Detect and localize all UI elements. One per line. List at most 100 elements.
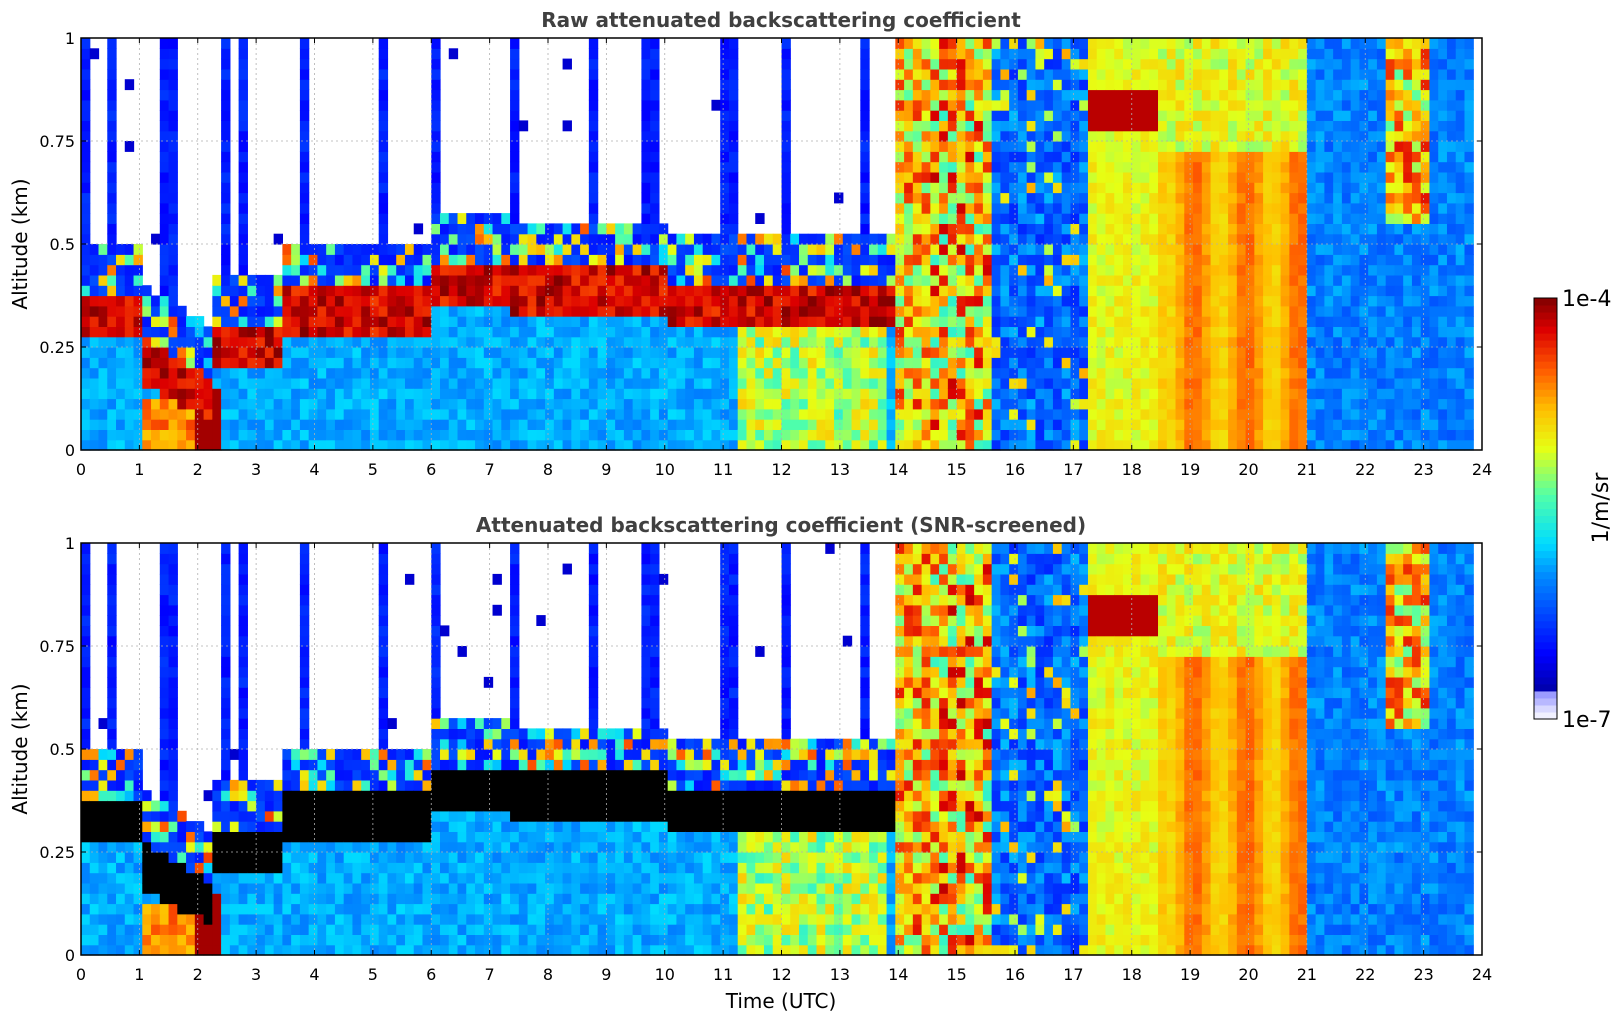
- p0-heatmap-cell: [991, 357, 1002, 369]
- p0-heatmap-cell: [580, 254, 590, 266]
- p0-heatmap-cell: [1070, 120, 1080, 132]
- p0-heatmap-cell: [1236, 419, 1247, 430]
- p0-heatmap-cell: [921, 429, 931, 441]
- p0-heatmap-cell: [965, 429, 975, 441]
- p0-heatmap-cell: [1236, 151, 1247, 163]
- p0-heatmap-cell: [1245, 367, 1255, 379]
- p0-heatmap-cell: [107, 305, 117, 317]
- p0-heatmap-cell: [606, 233, 616, 245]
- p0-heatmap-cell: [982, 264, 993, 276]
- p0-heatmap-cell: [1070, 264, 1080, 276]
- p0-heatmap-cell: [238, 357, 248, 369]
- p0-heatmap-cell: [510, 130, 520, 142]
- p0-heatmap-cell: [194, 326, 205, 338]
- p0-heatmap-cell: [991, 171, 1002, 183]
- p0-heatmap-cell: [1079, 171, 1089, 183]
- p0-heatmap-cell: [1061, 58, 1072, 70]
- p0-heatmap-cell: [1175, 48, 1185, 60]
- p0-heatmap-cell: [186, 398, 196, 410]
- p0-heatmap-cell: [1114, 336, 1124, 348]
- p0-heatmap-cell: [1044, 326, 1054, 338]
- p0-heatmap-cell: [545, 419, 555, 430]
- p0-heatmap-cell: [895, 408, 905, 420]
- p0-heatmap-cell: [834, 316, 844, 327]
- p0-heatmap-cell: [947, 388, 958, 400]
- p0-heatmap-cell: [299, 182, 310, 194]
- p0-heatmap-cell: [396, 347, 406, 358]
- p0-heatmap-cell: [965, 244, 975, 255]
- p0-heatmap-cell: [1017, 110, 1028, 121]
- p0-heatmap-cell: [912, 408, 923, 420]
- p0-heatmap-cell: [308, 295, 319, 307]
- p0-heatmap-cell: [974, 233, 984, 245]
- p0-heatmap-cell: [825, 408, 835, 420]
- p0-heatmap-cell: [536, 408, 546, 420]
- p0-heatmap-cell: [685, 377, 695, 389]
- p0-heatmap-cell: [1201, 388, 1212, 400]
- p0-heatmap-cell: [991, 254, 1002, 266]
- p0-heatmap-cell: [1035, 419, 1045, 430]
- p0-heatmap-cell: [124, 388, 135, 400]
- p0-heatmap-cell: [904, 274, 914, 286]
- p0-heatmap-cell: [588, 347, 599, 358]
- p0-heatmap-cell: [1201, 347, 1212, 358]
- p0-heatmap-cell: [1000, 223, 1010, 235]
- p0-heatmap-cell: [667, 233, 678, 245]
- p0-heatmap-cell: [930, 233, 940, 245]
- p0-heatmap-cell: [510, 295, 520, 307]
- p0-heatmap-cell: [448, 305, 459, 317]
- p0-heatmap-cell: [1035, 223, 1045, 235]
- p0-heatmap-cell: [895, 285, 905, 297]
- p0-heatmap-cell: [1368, 58, 1378, 70]
- p0-heatmap-cell: [501, 388, 511, 400]
- p0-heatmap-cell: [1052, 171, 1063, 183]
- p0-heatmap-cell: [1140, 89, 1150, 101]
- p0-heatmap-cell: [1394, 419, 1404, 430]
- p0-heatmap-cell: [1210, 274, 1220, 286]
- p0-heatmap-cell: [518, 305, 529, 317]
- p0-heatmap-cell: [956, 182, 966, 194]
- p0-heatmap-cell: [1158, 182, 1168, 194]
- p0-heatmap-cell: [1254, 388, 1264, 400]
- p0-heatmap-cell: [264, 347, 275, 358]
- p0-heatmap-cell: [1166, 274, 1177, 286]
- p0-heatmap-cell: [1298, 79, 1308, 91]
- p0-heatmap-cell: [1052, 130, 1063, 142]
- p0-heatmap-cell: [816, 388, 826, 400]
- p0-heatmap-cell: [650, 192, 660, 204]
- p0-heatmap-cell: [1114, 192, 1124, 204]
- p0-heatmap-cell: [737, 295, 748, 307]
- p0-heatmap-cell: [256, 377, 266, 389]
- p0-heatmap-cell: [597, 233, 607, 245]
- p0-heatmap-cell: [1341, 48, 1352, 60]
- p0-heatmap-cell: [1464, 316, 1474, 327]
- p0-heatmap-cell: [457, 367, 467, 379]
- p0-heatmap-cell: [1324, 233, 1334, 245]
- p0-heatmap-cell: [1446, 213, 1457, 224]
- p0-heatmap-cell: [904, 419, 914, 430]
- p0-heatmap-cell: [834, 429, 844, 441]
- p0-heatmap-cell: [930, 244, 940, 255]
- p0-heatmap-cell: [1420, 213, 1431, 224]
- p0-heatmap-cell: [404, 377, 415, 389]
- p0-heatmap-cell: [1324, 429, 1334, 441]
- p0-heatmap-cell: [912, 336, 923, 348]
- p0-heatmap-cell: [448, 357, 459, 369]
- p0-heatmap-cell: [1333, 264, 1343, 276]
- p0-heatmap-cell: [361, 295, 371, 307]
- p0-heatmap-cell: [1464, 367, 1474, 379]
- p0-heatmap-cell: [1306, 110, 1317, 121]
- p0-heatmap-cell: [536, 264, 546, 276]
- p0-heatmap-cell: [1341, 347, 1352, 358]
- p0-heatmap-cell: [895, 419, 905, 430]
- p0-heatmap-cell: [1289, 408, 1299, 420]
- p0-heatmap-cell: [763, 336, 774, 348]
- p0-heatmap-cell: [221, 161, 231, 173]
- p0-heatmap-cell: [772, 439, 783, 451]
- p0-heatmap-cell: [571, 295, 581, 307]
- p0-heatmap-cell: [1446, 120, 1457, 132]
- p0-heatmap-cell: [623, 367, 634, 379]
- p0-heatmap-cell: [1070, 429, 1080, 441]
- p0-heatmap-cell: [159, 151, 170, 163]
- p0-heatmap-cell: [1044, 264, 1054, 276]
